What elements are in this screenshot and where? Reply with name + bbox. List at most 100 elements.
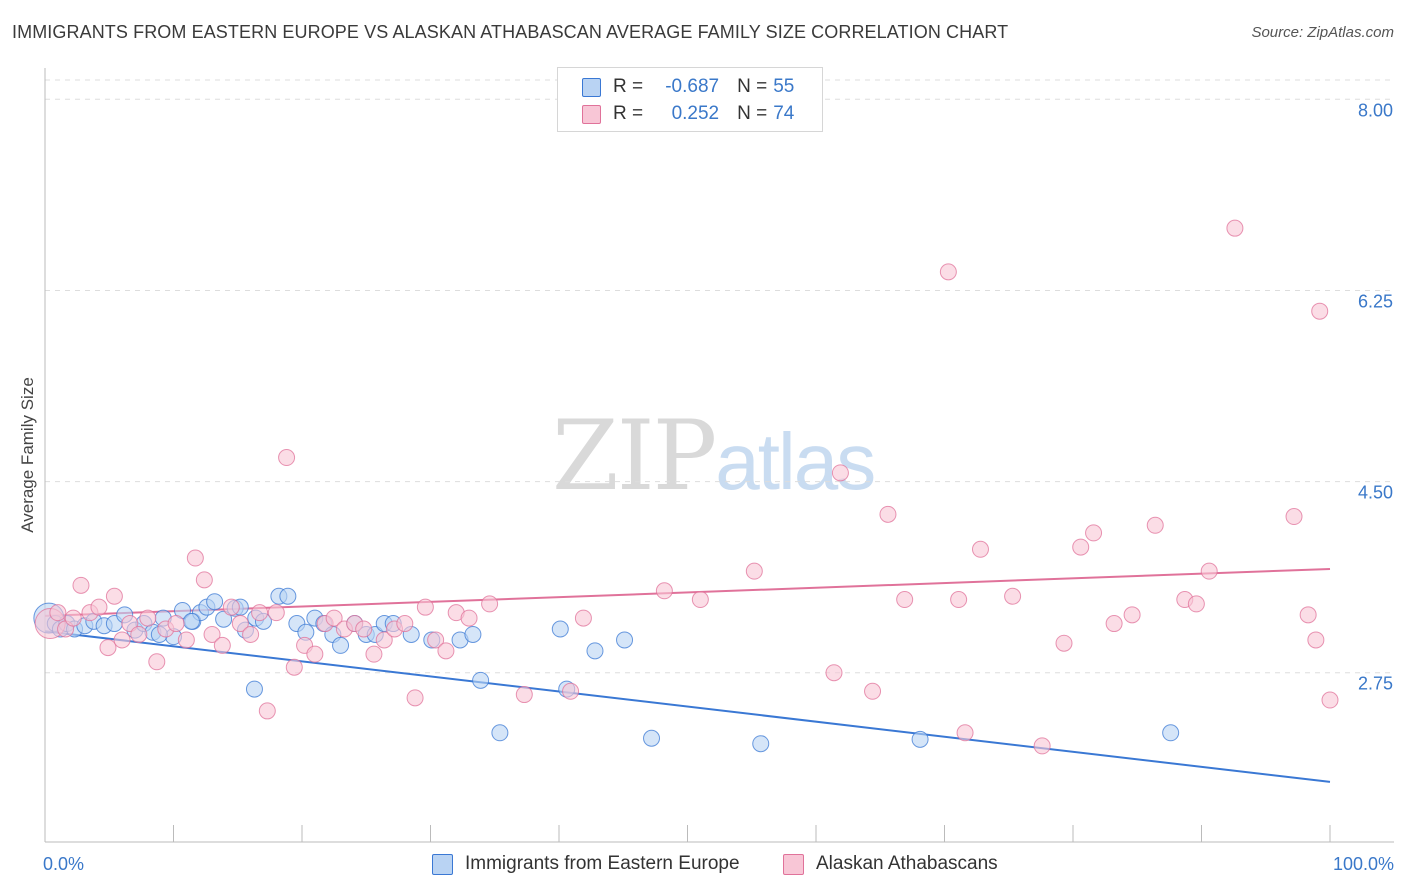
data-point-pink [896,591,914,609]
data-point-pink [203,625,221,643]
data-point-pink [1123,606,1141,624]
data-point-pink [325,609,343,627]
watermark: ZIPatlas [552,400,876,512]
data-point-pink [213,636,231,654]
data-point-pink [64,609,82,627]
data-point-pink [267,604,285,622]
series-swatch-pink [783,853,804,875]
data-points [33,219,1339,755]
data-point-pink [1200,562,1218,580]
data-point-pink [1004,587,1022,605]
data-point-pink [72,576,90,594]
data-point-pink [49,604,67,622]
data-point-pink [130,625,148,643]
data-point-pink [258,702,276,720]
data-point-pink [1072,538,1090,556]
series-label-pink: Alaskan Athabascans [816,853,998,874]
data-point-pink [113,631,131,649]
data-point-pink [1285,508,1303,526]
data-point-blue [215,610,233,628]
data-point-pink [574,609,592,627]
y-tick-label: 2.75 [1358,674,1393,694]
data-point-pink [148,653,166,671]
legend-n-label: N = [737,103,768,124]
axes [44,68,1394,843]
data-point-pink [396,615,414,633]
data-point-pink [437,642,455,660]
data-point-pink [365,645,383,663]
data-point-blue [332,636,350,654]
data-point-pink [956,724,974,742]
data-point-pink [825,664,843,682]
chart-title: IMMIGRANTS FROM EASTERN EUROPE VS ALASKA… [12,22,1009,42]
data-point-pink [745,562,763,580]
y-tick-label: 4.50 [1358,483,1393,503]
tick-labels: 2.75 4.50 6.25 8.00 0.0% 100.0% [43,100,1394,874]
data-point-pink [691,591,709,609]
data-point-pink [1187,595,1205,613]
trend-line-blue [44,630,1331,783]
data-point-pink [1307,631,1325,649]
data-point-pink [195,571,213,589]
data-point-pink [99,639,117,657]
data-point-pink [177,631,195,649]
data-point-blue [464,625,482,643]
data-point-pink [406,689,424,707]
series-legend-pink: Alaskan Athabascans [783,852,998,876]
data-point-blue [491,724,509,742]
watermark-zip: ZIP [552,400,717,512]
data-point-pink [1226,219,1244,237]
data-point-pink [460,609,478,627]
data-point-pink [562,682,580,700]
data-point-pink [251,604,269,622]
x-tick-label: 100.0% [1333,854,1394,874]
data-point-pink [1055,634,1073,652]
data-point-blue [206,593,224,611]
data-point-pink [375,631,393,649]
y-tick-label: 6.25 [1358,291,1393,311]
legend-r-value: 0.252 [671,103,720,124]
data-point-pink [971,540,989,558]
data-point-blue [279,587,297,605]
data-point-pink [939,263,957,281]
legend-row-blue: R = -0.687 N = 55 [582,74,794,100]
data-point-blue [182,612,200,630]
legend: R = -0.687 N = 55 R = 0.252 N = 74 [557,67,823,132]
data-point-pink [655,582,673,600]
data-point-pink [105,587,123,605]
data-point-pink [222,598,240,616]
source-credit: Source: ZipAtlas.com [1251,24,1394,41]
data-point-pink [242,625,260,643]
data-point-blue [472,671,490,689]
data-point-pink [950,591,968,609]
legend-n-value: 74 [773,103,795,124]
legend-r-label: R = [613,103,644,124]
data-point-pink [1321,691,1339,709]
data-point-pink [879,505,897,523]
data-point-blue [911,730,929,748]
legend-swatch-blue [582,77,601,97]
data-point-pink [515,686,533,704]
data-point-pink [139,609,157,627]
data-point-pink [186,549,204,567]
data-point-blue [551,620,569,638]
data-point-pink [90,598,108,616]
legend-row-pink: R = 0.252 N = 74 [582,101,794,127]
data-point-pink [355,620,373,638]
data-point-pink [864,682,882,700]
data-point-pink [285,658,303,676]
data-point-blue [586,642,604,660]
data-point-blue [643,729,661,747]
watermark-atlas: atlas [715,417,876,506]
data-point-blue [752,735,770,753]
data-point-pink [231,615,249,633]
data-point-pink [121,615,139,633]
data-point-pink [1146,516,1164,534]
data-point-pink [1085,524,1103,542]
data-point-blue [245,680,263,698]
data-point-pink [167,615,185,633]
data-point-pink [427,631,445,649]
legend-n-value: 55 [773,76,795,97]
data-point-pink [1033,737,1051,755]
